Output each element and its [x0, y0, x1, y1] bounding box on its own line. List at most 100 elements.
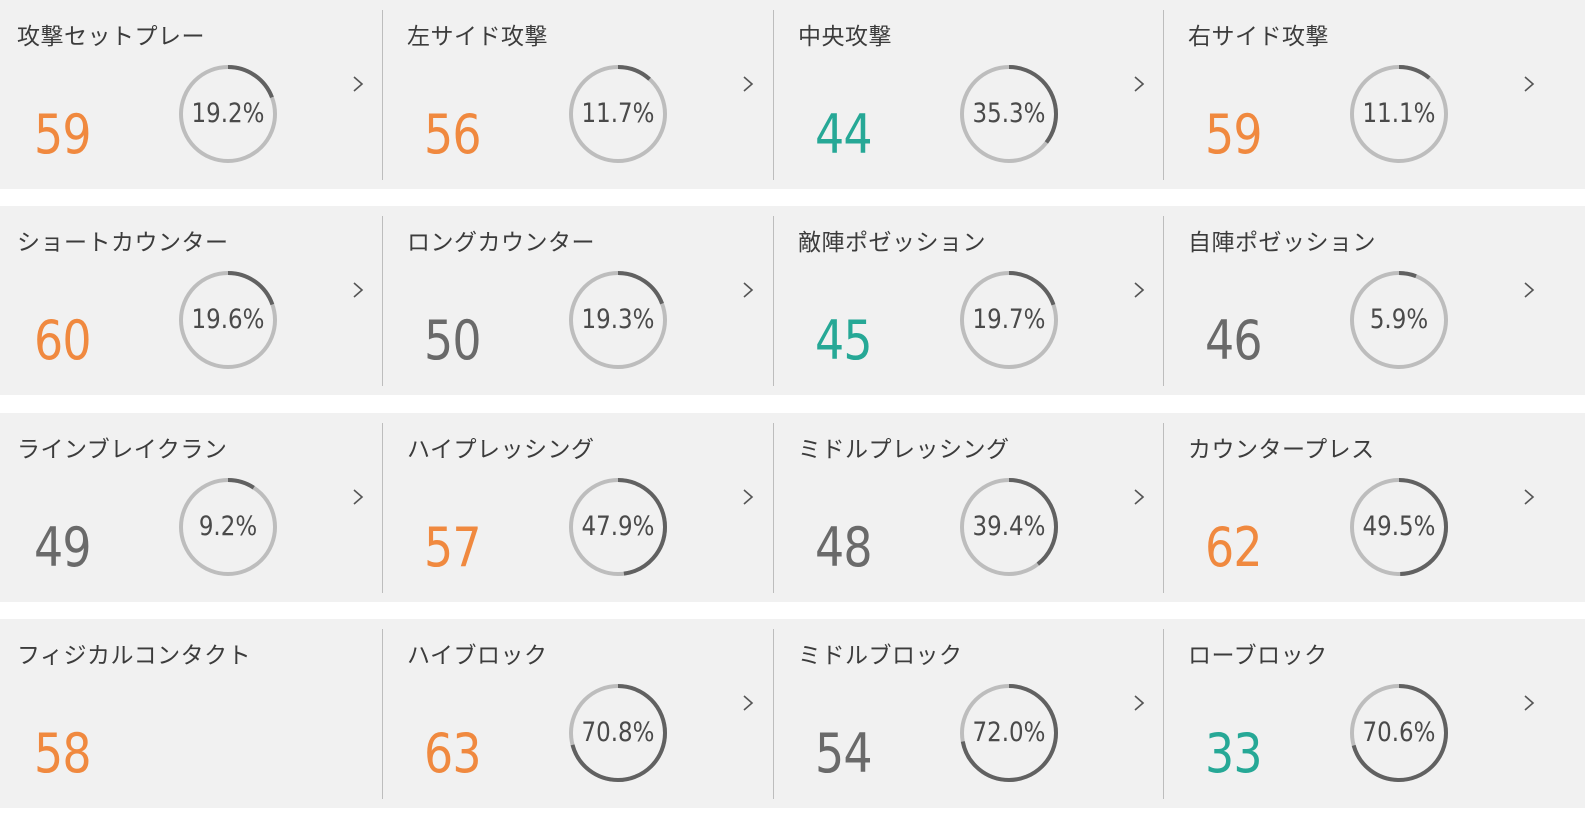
- metric-card[interactable]: カウンタープレス 62 49.5%: [1171, 413, 1561, 602]
- metric-card[interactable]: ミドルプレッシング 48 39.4%: [781, 413, 1171, 602]
- card-divider: [1163, 216, 1164, 386]
- card-divider: [773, 629, 774, 799]
- metric-card[interactable]: 中央攻撃 44 35.3%: [781, 0, 1171, 189]
- share-ring-arc: [179, 271, 277, 369]
- share-percent: 19.2%: [191, 98, 265, 129]
- share-ring-arc: [179, 478, 277, 576]
- share-ring: [569, 478, 667, 576]
- share-ring: [179, 271, 277, 369]
- share-ring: [179, 478, 277, 576]
- chevron-right-icon[interactable]: [1130, 275, 1148, 305]
- chevron-right-icon[interactable]: [1520, 69, 1538, 99]
- metric-card[interactable]: 左サイド攻撃 56 11.7%: [390, 0, 780, 189]
- metric-score: 60: [34, 309, 92, 372]
- chevron-right-icon[interactable]: [349, 482, 367, 512]
- metrics-row: ショートカウンター 60 19.6% ロングカウンター 50 19.3% 敵陣ポゼッション 4…: [0, 206, 1585, 395]
- card-divider: [1163, 629, 1164, 799]
- share-ring-arc: [1350, 684, 1448, 782]
- share-ring-arc: [960, 478, 1058, 576]
- metric-score: 58: [34, 722, 92, 785]
- share-percent: 19.7%: [972, 304, 1046, 335]
- chevron-right-icon[interactable]: [739, 482, 757, 512]
- metric-label: 自陣ポゼッション: [1188, 230, 1376, 256]
- metric-score: 49: [34, 516, 92, 579]
- card-divider: [1163, 423, 1164, 593]
- card-divider: [773, 216, 774, 386]
- metric-score: 48: [815, 516, 873, 579]
- card-divider: [1163, 10, 1164, 180]
- metric-label: 右サイド攻撃: [1188, 24, 1329, 50]
- metric-score: 57: [424, 516, 482, 579]
- metric-label: カウンタープレス: [1188, 437, 1375, 463]
- share-ring: [960, 684, 1058, 782]
- share-ring-arc: [569, 271, 667, 369]
- card-divider: [382, 216, 383, 386]
- metric-score: 56: [424, 103, 482, 166]
- share-ring-arc: [569, 478, 667, 576]
- metric-card[interactable]: ラインブレイクラン 49 9.2%: [0, 413, 390, 602]
- card-divider: [773, 10, 774, 180]
- chevron-right-icon[interactable]: [739, 275, 757, 305]
- share-percent: 9.2%: [198, 511, 258, 542]
- share-ring-arc: [1350, 271, 1448, 369]
- share-ring-arc: [960, 684, 1058, 782]
- chevron-right-icon[interactable]: [349, 69, 367, 99]
- share-percent: 11.7%: [581, 98, 655, 129]
- metrics-row: 攻撃セットプレー 59 19.2% 左サイド攻撃 56 11.7% 中央攻撃 44 35.3% 右…: [0, 0, 1585, 189]
- chevron-right-icon[interactable]: [739, 688, 757, 718]
- chevron-right-icon[interactable]: [349, 275, 367, 305]
- share-ring: [960, 478, 1058, 576]
- metric-score: 45: [815, 309, 873, 372]
- chevron-right-icon[interactable]: [1130, 482, 1148, 512]
- metric-card[interactable]: ロングカウンター 50 19.3%: [390, 206, 780, 395]
- share-percent: 70.6%: [1362, 717, 1436, 748]
- share-ring-arc: [1350, 65, 1448, 163]
- metric-card[interactable]: 敵陣ポゼッション 45 19.7%: [781, 206, 1171, 395]
- metric-card[interactable]: 自陣ポゼッション 46 5.9%: [1171, 206, 1561, 395]
- metric-score: 63: [424, 722, 482, 785]
- chevron-right-icon[interactable]: [1520, 482, 1538, 512]
- metric-score: 54: [815, 722, 873, 785]
- share-ring: [179, 65, 277, 163]
- metric-label: ハイプレッシング: [407, 437, 595, 463]
- share-percent: 11.1%: [1362, 98, 1436, 129]
- share-ring: [1350, 684, 1448, 782]
- metric-score: 62: [1205, 516, 1263, 579]
- chevron-right-icon[interactable]: [1520, 275, 1538, 305]
- metric-card[interactable]: ローブロック 33 70.6%: [1171, 619, 1561, 808]
- metric-score: 50: [424, 309, 482, 372]
- metric-label: ロングカウンター: [407, 230, 595, 256]
- share-percent: 35.3%: [972, 98, 1046, 129]
- share-ring-arc: [1350, 478, 1448, 576]
- share-ring: [1350, 271, 1448, 369]
- card-divider: [382, 629, 383, 799]
- chevron-right-icon[interactable]: [1520, 688, 1538, 718]
- share-ring-arc: [960, 271, 1058, 369]
- share-percent: 39.4%: [972, 511, 1046, 542]
- share-percent: 47.9%: [581, 511, 655, 542]
- share-ring-arc: [569, 65, 667, 163]
- metric-card[interactable]: ショートカウンター 60 19.6%: [0, 206, 390, 395]
- metric-card[interactable]: 攻撃セットプレー 59 19.2%: [0, 0, 390, 189]
- share-ring: [569, 684, 667, 782]
- chevron-right-icon[interactable]: [1130, 69, 1148, 99]
- metric-card[interactable]: ハイブロック 63 70.8%: [390, 619, 780, 808]
- metric-card[interactable]: ミドルブロック 54 72.0%: [781, 619, 1171, 808]
- chevron-right-icon[interactable]: [739, 69, 757, 99]
- metric-card[interactable]: ハイプレッシング 57 47.9%: [390, 413, 780, 602]
- share-ring-arc: [960, 65, 1058, 163]
- share-percent: 49.5%: [1362, 511, 1436, 542]
- metric-label: ハイブロック: [407, 643, 548, 669]
- share-percent: 19.3%: [581, 304, 655, 335]
- metric-label: 攻撃セットプレー: [17, 24, 205, 50]
- metric-label: 中央攻撃: [798, 24, 892, 50]
- metrics-row: フィジカルコンタクト 58 ハイブロック 63 70.8% ミドルブロック 54 72.0% ロ…: [0, 619, 1585, 808]
- card-divider: [382, 10, 383, 180]
- metric-label: フィジカルコンタクト: [17, 643, 252, 669]
- metric-card[interactable]: フィジカルコンタクト 58: [0, 619, 390, 808]
- metric-card[interactable]: 右サイド攻撃 59 11.1%: [1171, 0, 1561, 189]
- share-percent: 19.6%: [191, 304, 265, 335]
- share-ring: [569, 271, 667, 369]
- chevron-right-icon[interactable]: [1130, 688, 1148, 718]
